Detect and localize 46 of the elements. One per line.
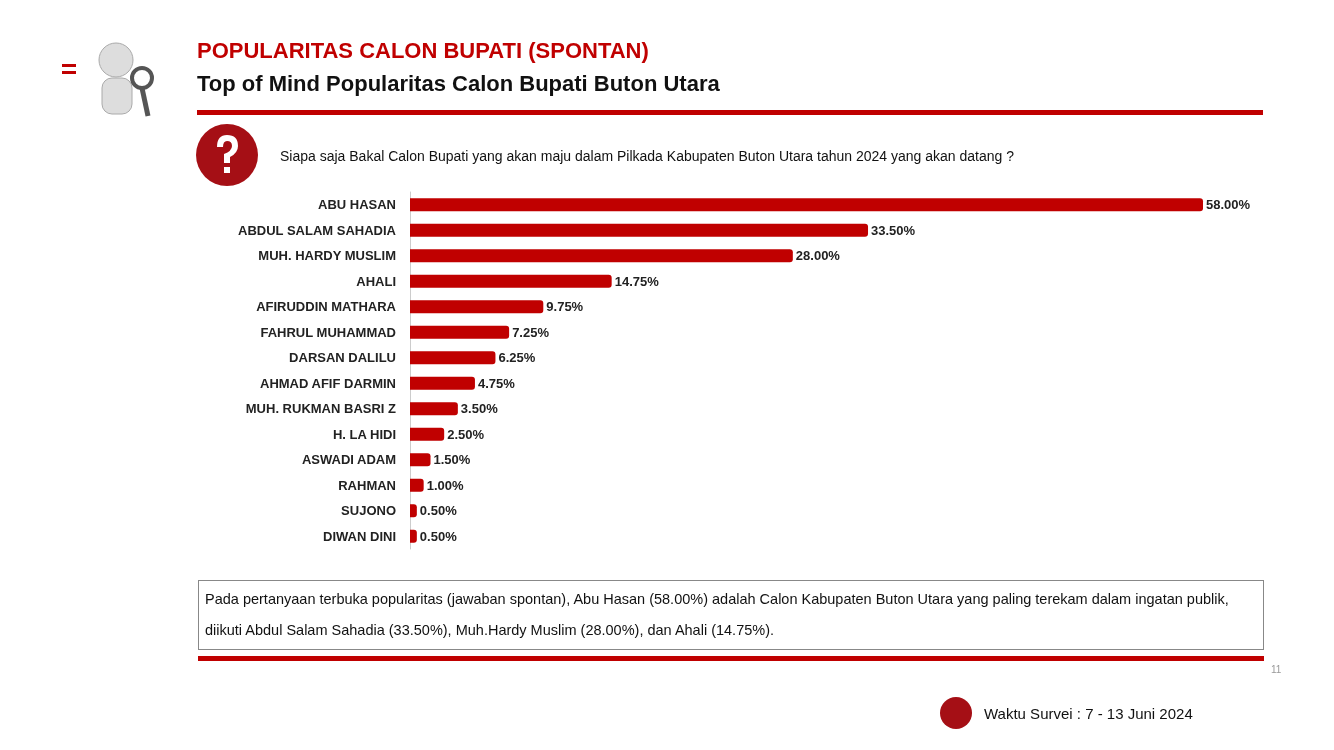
- bar: [410, 402, 458, 416]
- y-tick-label: ABDUL SALAM SAHADIA: [238, 222, 397, 238]
- bar: [410, 427, 445, 441]
- bar: [410, 453, 431, 467]
- y-tick-label: H. LA HIDI: [332, 426, 396, 442]
- y-tick-label: FAHRUL MUHAMMAD: [260, 324, 396, 340]
- data-label: 6.25%: [498, 350, 536, 366]
- bar: [410, 300, 544, 314]
- bar: [410, 223, 869, 237]
- y-tick-label: ASWADI ADAM: [301, 452, 396, 468]
- data-label: 58.00%: [1206, 197, 1251, 213]
- bar: [410, 249, 793, 263]
- data-label: 2.50%: [447, 426, 485, 442]
- data-label: 14.75%: [614, 273, 660, 289]
- y-tick-label: RAHMAN: [338, 477, 396, 493]
- chart-title: POPULARITAS CALON BUPATI (SPONTAN): [197, 38, 649, 64]
- data-label: 7.25%: [512, 324, 550, 340]
- text: Siapa saja Bakal Calon Bupati yang akan maju dalam Pilkada Kabupaten Buton Utara tahun 2024 yang akan datang ?: [280, 148, 1014, 164]
- bar: [410, 478, 424, 492]
- bar: [410, 274, 612, 288]
- y-tick-label: AFIRUDDIN MATHARA: [256, 299, 397, 315]
- data-label: 0.50%: [419, 528, 458, 544]
- data-label: 3.50%: [460, 401, 499, 417]
- text: Pada pertanyaan terbuka popularitas (jawaban spontan), Abu Hasan (58.00%) adalah Calon Kabupaten Buton Utara yang paling terekam dalam ingatan publik, diikuti Abdul Salam Sahadia (33.50%), Muh.Hardy Muslim (28.00%), dan Ahali (14.75%).: [198, 580, 1264, 650]
- y-tick-label: DARSAN DALILU: [289, 350, 396, 366]
- bar: [410, 198, 1203, 212]
- y-tick-label: MUH. HARDY MUSLIM: [258, 248, 396, 264]
- bar: [410, 376, 475, 390]
- chart-subtitle: Top of Mind Popularitas Calon Bupati Buton Utara: [197, 71, 720, 97]
- data-label: 33.50%: [871, 222, 916, 238]
- data-label: 1.00%: [426, 477, 464, 493]
- data-label: 0.50%: [419, 503, 458, 519]
- data-label: 9.75%: [546, 299, 584, 315]
- data-label: 28.00%: [795, 248, 841, 264]
- data-label: 1.50%: [433, 452, 471, 468]
- y-tick-label: SUJONO: [341, 503, 396, 519]
- bar: [410, 351, 496, 365]
- y-tick-label: ABU HASAN: [318, 197, 396, 213]
- y-tick-label: MUH. RUKMAN BASRI Z: [245, 401, 397, 417]
- data-label: 4.75%: [477, 375, 516, 391]
- y-tick-label: AHALI: [356, 273, 396, 289]
- y-tick-label: AHMAD AFIF DARMIN: [260, 375, 396, 391]
- text: Waktu Survei : 7 - 13 Juni 2024: [984, 705, 1193, 722]
- y-tick-label: DIWAN DINI: [323, 528, 396, 544]
- bar: [410, 325, 510, 339]
- text: 11: [1271, 664, 1282, 675]
